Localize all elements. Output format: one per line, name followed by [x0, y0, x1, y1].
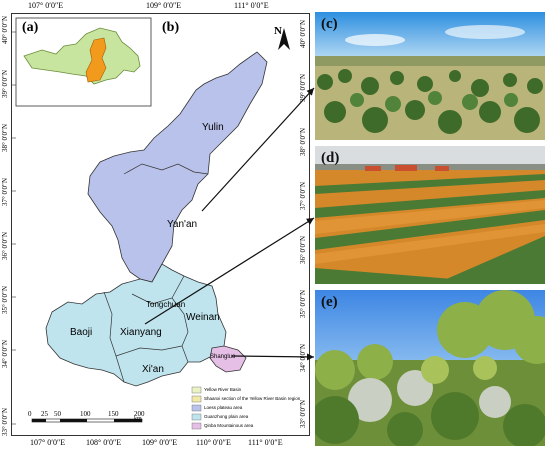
- scale-tick: 150: [108, 410, 119, 418]
- lat-label-right: 34° 0′0″N: [299, 343, 307, 373]
- map-frame: (a) (b) N Yulin Yan'an Tongchuan Baoji X…: [11, 13, 310, 436]
- legend: Yellow River Basin Shaanxi section of th…: [204, 385, 300, 430]
- lat-label-left: 40° 0′0″N: [1, 15, 9, 45]
- scale-unit: km: [134, 416, 142, 422]
- panel-label-e: (e): [321, 294, 338, 310]
- lat-label-left: 38° 0′0″N: [1, 123, 9, 153]
- scale-tick: 100: [80, 410, 91, 418]
- photo-e-image: [315, 290, 545, 446]
- north-label: N: [274, 25, 282, 37]
- lon-label-top: 107° 0′0″E: [28, 1, 64, 10]
- lat-label-right: 38° 0′0″N: [299, 127, 307, 157]
- photo-c-image: [315, 12, 545, 140]
- legend-item: Shaanxi section of the Yellow River Basi…: [204, 396, 301, 401]
- lat-label-left: 37° 0′0″N: [1, 177, 9, 207]
- photo-c: (c): [315, 12, 545, 140]
- map-svg: [12, 17, 290, 430]
- panel-label-a: (a): [22, 20, 39, 35]
- lon-label-bottom: 111° 0′0″E: [248, 438, 283, 447]
- city-label-tongchuan: Tongchuan: [146, 300, 186, 309]
- lon-label-bottom: 109° 0′0″E: [142, 438, 178, 447]
- lon-label-top: 109° 0′0″E: [146, 1, 182, 10]
- city-label-yulin: Yulin: [202, 122, 224, 133]
- lon-label-top: 111° 0′0″E: [234, 1, 269, 10]
- lat-labels-right: 40° 0′0″N 39° 0′0″N 38° 0′0″N 37° 0′0″N …: [296, 0, 310, 451]
- lat-label-left: 36° 0′0″N: [1, 231, 9, 261]
- panel-label-b: (b): [162, 20, 180, 35]
- lat-label-right: 33° 0′0″N: [299, 399, 307, 429]
- lat-label-right: 39° 0′0″N: [299, 73, 307, 103]
- lon-label-bottom: 107° 0′0″E: [30, 438, 66, 447]
- city-label-shangluo: Shangluo: [210, 354, 236, 360]
- city-label-baoji: Baoji: [70, 327, 93, 338]
- lat-label-right: 37° 0′0″N: [299, 181, 307, 211]
- photo-e: (e): [315, 290, 545, 446]
- lon-label-bottom: 108° 0′0″E: [86, 438, 122, 447]
- scale-tick: 0: [28, 410, 32, 418]
- scale-labels: 0 25 50 100 150 200: [28, 410, 168, 420]
- lat-label-right: 40° 0′0″N: [299, 19, 307, 49]
- lat-label-right: 35° 0′0″N: [299, 289, 307, 319]
- region-qinba: [209, 345, 247, 373]
- inset-yellow-river-basin: [23, 27, 141, 85]
- city-label-xianyang: Xianyang: [120, 327, 162, 338]
- legend-item: Guanzhong plain area: [204, 414, 249, 419]
- scale-tick: 50: [54, 410, 61, 418]
- lon-label-bottom: 110° 0′0″E: [196, 438, 231, 447]
- scale-tick: 200: [134, 410, 145, 418]
- city-label-xian: Xi'an: [142, 364, 164, 375]
- region-guanzhong-plain: [45, 263, 227, 387]
- legend-item: Loess plateau area: [204, 405, 243, 410]
- city-label-yanan: Yan'an: [167, 219, 198, 230]
- scale-bar: [31, 418, 143, 423]
- legend-item: Qinba Mountainous area: [204, 423, 254, 428]
- lat-label-left: 33° 0′0″N: [1, 407, 9, 437]
- legend-item: Yellow River Basin: [204, 387, 242, 392]
- north-arrow: [278, 28, 290, 50]
- photo-d: (d): [315, 146, 545, 284]
- inset-shaanxi-highlight: [85, 37, 107, 83]
- panel-label-d: (d): [321, 150, 340, 166]
- scale-tick: 25: [41, 410, 48, 418]
- lat-label-right: 36° 0′0″N: [299, 235, 307, 265]
- lat-label-left: 34° 0′0″N: [1, 339, 9, 369]
- lat-labels-left: 40° 0′0″N 39° 0′0″N 38° 0′0″N 37° 0′0″N …: [0, 0, 11, 451]
- city-label-weinan: Weinan: [186, 312, 220, 323]
- panel-label-c: (c): [321, 16, 338, 32]
- lat-label-left: 39° 0′0″N: [1, 69, 9, 99]
- photo-d-image: [315, 146, 545, 284]
- lat-label-left: 35° 0′0″N: [1, 285, 9, 315]
- legend-swatches: [191, 386, 202, 430]
